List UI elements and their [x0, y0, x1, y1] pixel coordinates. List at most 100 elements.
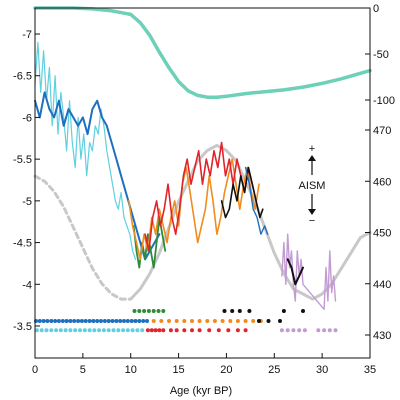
dot-blue — [83, 319, 88, 323]
dot-red — [216, 328, 221, 333]
dot-blue — [53, 319, 58, 323]
dot-purple — [297, 328, 302, 333]
dot-green — [132, 309, 137, 313]
series-layer — [33, 6, 372, 310]
dot-cyan — [125, 328, 130, 333]
dot-cyan — [54, 328, 59, 333]
dot-red — [149, 328, 154, 333]
dot-cyan — [130, 328, 135, 333]
dot-orange — [212, 319, 217, 323]
dot-red — [153, 328, 158, 333]
dot-black — [237, 309, 242, 313]
dot-cyan — [106, 328, 111, 333]
dot-purple — [333, 328, 338, 333]
dot-cyan — [82, 328, 87, 333]
dot-purple — [316, 328, 321, 333]
dot-green — [156, 309, 161, 313]
dot-orange — [205, 319, 210, 323]
dot-red — [161, 328, 166, 333]
dot-cyan — [58, 328, 63, 333]
dot-green — [161, 309, 166, 313]
dot-cyan — [116, 328, 121, 333]
series-cyan-2 — [34, 41, 137, 260]
left-y-tick-label: -4 — [22, 279, 32, 291]
dot-red — [157, 328, 162, 333]
aism-arrowhead-up-icon — [308, 155, 316, 161]
aism-arrowhead-down-icon — [308, 209, 316, 215]
left-y-tick-label: -7 — [22, 29, 32, 41]
x-tick-label: 10 — [125, 364, 137, 376]
dot-blue — [122, 319, 126, 323]
dot-orange — [228, 319, 233, 323]
dot-black — [230, 309, 235, 313]
series-blue-3 — [34, 91, 161, 261]
dot-cyan — [44, 328, 49, 333]
dot-purple — [322, 328, 327, 333]
x-tick-label: 15 — [172, 364, 184, 376]
dot-red — [197, 328, 202, 333]
dot-cyan — [121, 328, 126, 333]
dot-red — [190, 328, 194, 333]
dot-red — [168, 328, 173, 333]
dot-blue — [60, 319, 65, 323]
dot-cyan — [73, 328, 78, 333]
left-y-tick-label: -4.5 — [13, 238, 32, 250]
dot-green — [146, 309, 151, 313]
dot-red — [226, 328, 231, 333]
dot-orange — [243, 319, 248, 323]
x-axis-title: Age (kyr BP) — [170, 385, 232, 397]
dot-cyan — [68, 328, 73, 333]
right-bottom-tick-label: 470 — [373, 125, 391, 137]
series-teal-0 — [33, 6, 372, 99]
x-tick-label: 35 — [364, 364, 376, 376]
x-tick-label: 0 — [32, 364, 38, 376]
dot-blue — [68, 319, 73, 323]
dot-blue — [125, 319, 130, 323]
dot-blue — [106, 319, 111, 323]
dot-blue — [114, 319, 119, 323]
right-top-tick-label: -100 — [373, 95, 395, 107]
dot-blue — [56, 319, 61, 323]
right-bottom-tick-label: 430 — [373, 330, 391, 342]
dot-blue — [95, 319, 100, 323]
left-y-tick-label: -6 — [22, 112, 32, 124]
axes: 0 5 10 15 20 25 30 35 -7 -6.5 -6 -5.5 -5 -4.5 -4 -3.5 0 -… — [13, 3, 395, 376]
dot-red — [207, 328, 212, 333]
dot-black — [278, 319, 282, 323]
series-red-6 — [144, 141, 257, 252]
dot-blue — [91, 319, 96, 323]
dot-cyan — [49, 328, 54, 333]
left-y-tick-label: -6.5 — [13, 71, 32, 83]
dot-orange — [167, 319, 171, 323]
dot-blue — [49, 319, 54, 323]
dot-green — [137, 309, 142, 313]
dot-blue — [133, 319, 138, 323]
dot-blue — [99, 319, 103, 323]
dot-orange — [235, 319, 240, 323]
dot-black — [281, 309, 286, 313]
series-insolation-dashed — [33, 174, 133, 301]
dot-red — [145, 328, 150, 333]
series-orange-5 — [128, 158, 260, 261]
dot-black — [266, 319, 271, 323]
dot-red — [235, 328, 240, 333]
dot-orange — [159, 319, 164, 323]
dot-purple — [279, 328, 284, 333]
dot-red — [243, 328, 248, 333]
aism-minus: − — [309, 215, 315, 227]
dot-blue — [37, 319, 42, 323]
dot-blue — [110, 319, 115, 323]
dot-orange — [190, 319, 194, 323]
dot-cyan — [101, 328, 106, 333]
dot-cyan — [34, 328, 39, 333]
dot-cyan — [135, 328, 140, 333]
right-top-tick-label: -50 — [373, 49, 389, 61]
dot-black — [247, 309, 252, 313]
dot-blue — [141, 319, 146, 323]
dot-cyan — [63, 328, 68, 333]
dot-purple — [285, 328, 290, 333]
x-tick-label: 5 — [80, 364, 86, 376]
right-bottom-tick-label: 440 — [373, 279, 391, 291]
dot-green — [142, 309, 147, 313]
